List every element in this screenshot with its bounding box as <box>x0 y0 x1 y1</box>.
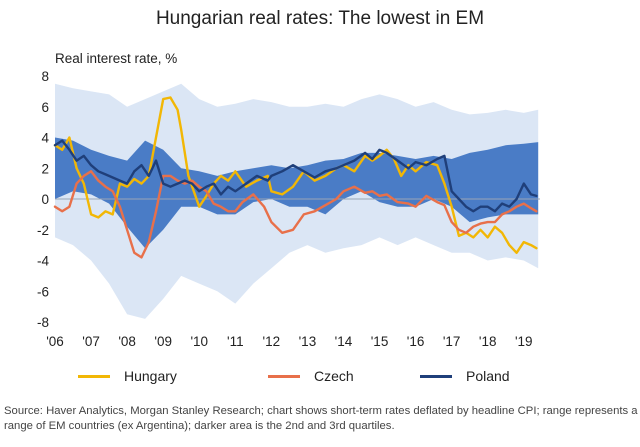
source-note: Source: Haver Analytics, Morgan Stanley … <box>4 405 638 432</box>
series-line-poland <box>53 139 538 213</box>
x-tick-label: '07 <box>82 334 100 349</box>
y-axis-label: Real interest rate, % <box>55 51 178 66</box>
x-tick-label: '16 <box>407 334 425 349</box>
x-tick-label: '09 <box>154 334 172 349</box>
x-tick-label: '12 <box>263 334 281 349</box>
y-tick-label: 8 <box>41 69 49 84</box>
y-tick-label: -4 <box>37 254 49 269</box>
interquartile-band <box>55 137 539 249</box>
legend-label: Poland <box>466 368 510 384</box>
y-tick-label: -2 <box>37 223 49 238</box>
x-tick-label: '15 <box>371 334 389 349</box>
x-tick-label: '08 <box>118 334 136 349</box>
x-tick-label: '19 <box>515 334 533 349</box>
x-tick-label: '18 <box>479 334 497 349</box>
legend-item-czech: Czech <box>268 368 354 384</box>
legend-item-poland: Poland <box>420 368 510 384</box>
y-tick-label: -6 <box>37 284 49 299</box>
x-tick-label: '14 <box>335 334 353 349</box>
x-tick-label: '13 <box>299 334 317 349</box>
x-tick-label: '17 <box>443 334 461 349</box>
series-line-czech <box>53 170 538 259</box>
x-tick-label: '06 <box>46 334 64 349</box>
series-line-hungary <box>53 96 538 255</box>
y-tick-label: -8 <box>37 315 49 330</box>
y-tick-label: 2 <box>41 161 49 176</box>
y-tick-label: 6 <box>41 100 49 115</box>
legend-item-hungary: Hungary <box>78 368 177 384</box>
legend-swatch <box>78 374 110 378</box>
legend-swatch <box>420 374 452 378</box>
y-tick-label: 4 <box>41 131 49 146</box>
y-tick-label: 0 <box>41 192 49 207</box>
chart-plot: 8 6 4 2 0 -2 -4 -6 -8 '06 '07 '08 '09 '10 '11 '12 '13 '1… <box>37 69 540 349</box>
x-tick-label: '11 <box>227 334 244 349</box>
chart-legend: Hungary Czech Poland <box>0 368 640 386</box>
x-tick-label: '10 <box>190 334 208 349</box>
legend-label: Hungary <box>124 368 177 384</box>
chart-title: Hungarian real rates: The lowest in EM <box>155 8 485 29</box>
legend-swatch <box>268 374 300 378</box>
legend-label: Czech <box>314 368 354 384</box>
